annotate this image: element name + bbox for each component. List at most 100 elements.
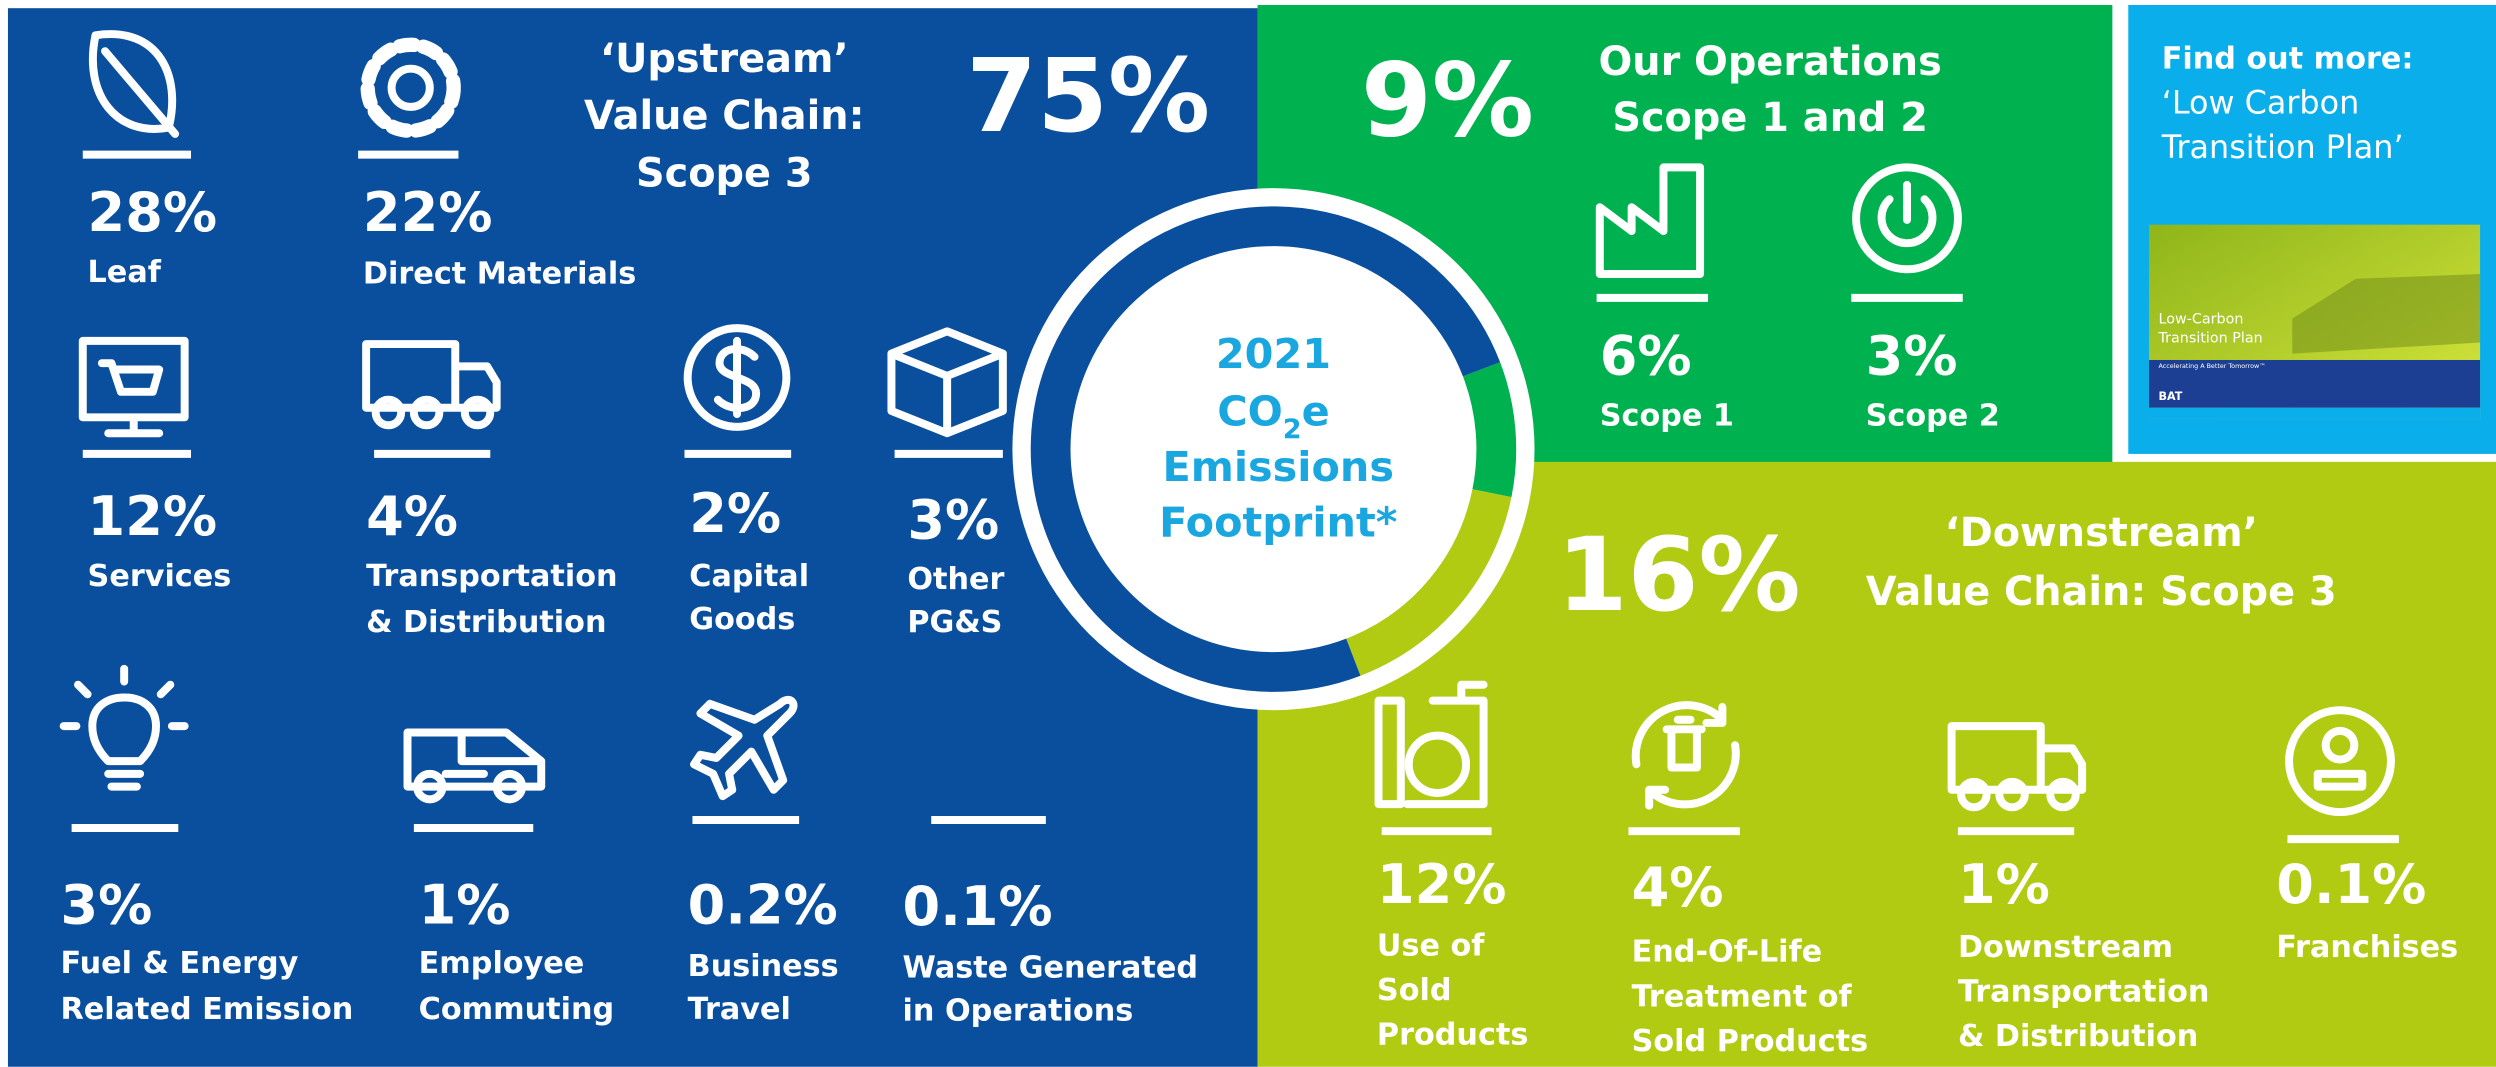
link-text[interactable]: Transition Plan’ [2161,128,2404,166]
thumbnail-title: Low-Carbon [2159,311,2244,327]
item-label: End-Of-Life [1632,935,1823,970]
donut [1012,188,1535,711]
dollar-sign [713,336,761,419]
item-percent: 0.1% [2276,853,2426,916]
section-heading: Value Chain: Scope 3 [1866,569,2337,615]
thumbnail-tagline: Accelerating A Better Tomorrow™ [2159,363,2266,370]
item-label: Use of [1377,928,1485,963]
factory-icon [1595,163,1705,279]
franchise-head [2321,726,2359,764]
item-percent: 28% [88,181,218,244]
truck-icon [1947,722,2087,794]
item-percent: 2% [689,482,781,545]
franchise-icon [2285,706,2395,817]
item-percent: 0.1% [903,875,1053,938]
item-label: Travel [688,992,791,1027]
item-label: Products [1377,1017,1528,1052]
product-icon-circle [1404,731,1471,797]
item-percent: 6% [1600,324,1692,387]
find-out-more-heading: Find out more: [2162,42,2414,77]
power-symbol [1877,180,1937,248]
item-label: Leaf [88,255,162,290]
section-heading: Value Chain: [584,93,864,139]
van-icon [403,728,546,791]
wheel [460,395,495,430]
item-label: in Operations [903,994,1134,1029]
thumbnail-title: Transition Plan [2158,330,2263,346]
wheel [1995,777,2029,812]
section-heading: Our Operations [1598,39,1941,85]
item-label: & Distribution [1958,1019,2198,1054]
item-percent: 0.2% [688,873,838,936]
donut-center [1077,253,1470,645]
item-label: Commuting [419,992,614,1027]
center-line: Footprint* [1159,499,1397,547]
item-label: Transportation [366,559,617,594]
item-label: PG&S [907,605,1002,640]
thumbnail[interactable] [2148,224,2481,419]
center-year: 2021 [1216,330,1331,378]
franchise-body [2313,769,2367,791]
item-label: Services [88,559,232,594]
item-label: Franchises [2276,930,2458,965]
recycle-icon [1631,701,1740,810]
item-percent: 3% [907,488,999,551]
section-heading: Scope 1 and 2 [1612,95,1928,141]
services-icon [78,336,189,438]
item-label: Sold [1377,973,1452,1008]
share-label: 9% [1361,42,1534,161]
box-icon [887,327,1007,438]
donut-segment [1030,206,1501,692]
center-co2e: CO2e [1217,387,1329,445]
e: e [1302,387,1330,435]
truck-icon [362,340,501,412]
item-label: Employee [419,946,585,981]
wheel [413,769,447,804]
link-text[interactable]: ‘Low Carbon [2162,83,2360,121]
materials-icon [360,37,461,138]
item-percent: 1% [1958,853,2050,916]
power-icon [1852,163,1962,274]
thumbnail-logo: BAT [2159,390,2183,403]
item-label: Waste Generated [903,951,1198,986]
wheel [2046,777,2080,812]
item-label: & Distribution [366,605,606,640]
fuel-icon [59,664,189,791]
item-label: Scope 2 [1866,398,2000,433]
item-percent: 4% [1632,856,1724,919]
thumbnail-panels [2292,274,2481,354]
item-percent: 12% [1377,853,1507,916]
item-label: Direct Materials [363,257,636,292]
product-icon [1374,680,1488,809]
leaf-icon [88,30,180,138]
item-label: Business [688,949,839,984]
thumbnail-strip [2148,407,2481,419]
section-heading: ‘Upstream’ [600,36,849,82]
capital-icon [683,324,791,431]
item-label: Transportation [1958,975,2209,1010]
wheel [1957,777,1991,812]
plane-icon [690,695,798,801]
item-label: Scope 1 [1600,398,1734,433]
item-label: Downstream [1958,930,2173,965]
thumbnail-band [2148,359,2481,408]
item-label: Fuel & Energy [60,946,298,981]
center-line: Emissions [1162,443,1394,491]
item-label: Goods [689,602,795,637]
co: CO [1217,387,1283,435]
materials-icon [387,64,434,111]
item-percent: 3% [60,873,152,936]
item-label: Other [907,562,1004,597]
item-label: Sold Products [1632,1024,1868,1059]
section-heading: ‘Downstream’ [1945,510,2258,556]
item-label: Capital [689,559,809,594]
item-percent: 12% [88,485,218,548]
item-percent: 4% [366,485,458,548]
donut-segment [1345,488,1512,676]
wheel [492,769,527,804]
wheel [409,395,444,430]
share-label: 16% [1557,516,1801,635]
icons [59,30,2399,844]
